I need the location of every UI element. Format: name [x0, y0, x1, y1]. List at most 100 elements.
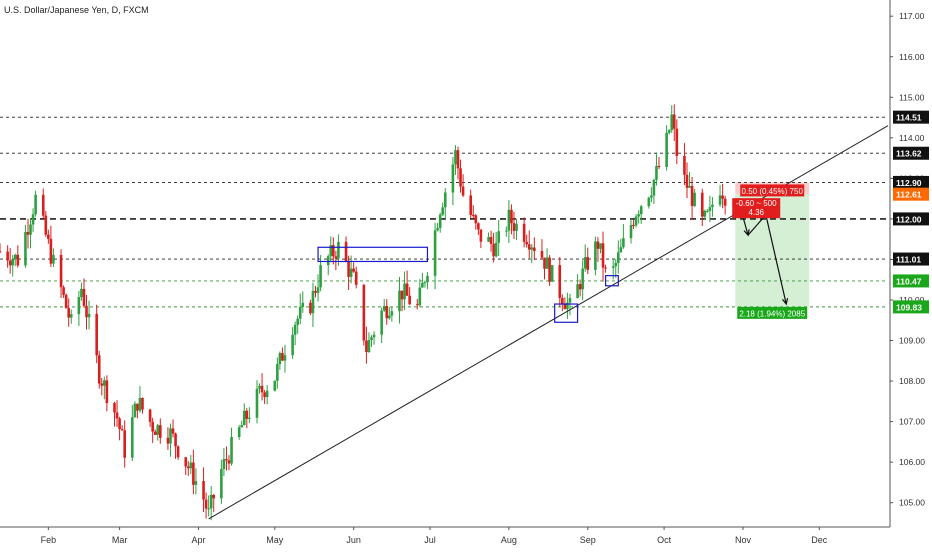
candle-body	[545, 257, 549, 269]
candle-body	[174, 433, 177, 447]
candle-body	[367, 340, 371, 353]
candle-body	[527, 244, 531, 250]
candle-body	[293, 324, 297, 335]
candle-body	[184, 457, 188, 467]
candle-body	[400, 290, 404, 300]
drawings: 0.50 (0.45%) 750 2.18 (1.94%) 2085 -0.60 ~…	[208, 125, 889, 520]
candle-body	[614, 262, 618, 267]
x-tick-label: May	[266, 535, 284, 545]
candle-body	[314, 290, 317, 293]
candle-body	[194, 481, 198, 485]
candle-body	[207, 508, 210, 510]
y-tick-label: 114.00	[899, 133, 925, 143]
candle-body	[64, 294, 68, 309]
candle-body	[492, 243, 495, 257]
candle-body	[67, 308, 70, 318]
candle-body	[525, 241, 528, 245]
candle-body	[151, 421, 154, 432]
candle-body	[245, 410, 249, 419]
price-label-bg	[893, 175, 929, 189]
candle-body	[530, 247, 534, 250]
candle-body	[329, 245, 333, 257]
price-label-bg	[893, 212, 929, 226]
candle-body	[11, 259, 15, 266]
stop-info-label-text: 0.50 (0.45%) 750	[742, 187, 804, 196]
candle-body	[136, 403, 139, 411]
candle-body	[34, 194, 37, 215]
y-tick-label: 107.00	[899, 417, 925, 427]
candle-body	[138, 398, 142, 411]
price-label: 112.90	[896, 178, 922, 188]
candle-body	[31, 214, 35, 225]
price-label-bg	[893, 252, 929, 266]
x-tick-label: Jun	[346, 535, 361, 545]
candle-body	[456, 150, 460, 169]
candle-body	[59, 254, 63, 288]
y-tick-label: 109.00	[899, 336, 925, 346]
candle-body	[13, 254, 17, 260]
candle-body	[672, 114, 676, 129]
stop-info-label: 0.50 (0.45%) 750	[740, 184, 805, 197]
candle-body	[665, 132, 668, 167]
candle-body	[454, 150, 457, 165]
y-tick-label: 110.00	[899, 295, 925, 305]
candle-body	[441, 207, 445, 215]
candle-body	[77, 297, 81, 315]
candle-body	[596, 241, 600, 249]
projection-arrowhead	[743, 229, 750, 237]
candle-body	[6, 251, 9, 261]
price-label: 112.61	[896, 190, 922, 200]
target-info-label-bg	[737, 306, 808, 319]
projection-arrowhead	[782, 298, 789, 306]
y-tick-label: 108.00	[899, 376, 925, 386]
candle-body	[487, 237, 490, 242]
candle-body	[97, 355, 101, 384]
candle-body	[118, 418, 121, 430]
candle-body	[505, 230, 508, 232]
candle-body	[685, 174, 689, 188]
candle-body	[113, 403, 116, 413]
candle-body	[153, 431, 157, 435]
candle-body	[477, 223, 480, 230]
candle-body	[693, 192, 696, 207]
candle-body	[44, 215, 48, 235]
candle-body	[548, 257, 551, 282]
price-label-bg	[893, 146, 929, 160]
candle-body	[265, 390, 269, 398]
candle-body	[85, 305, 88, 318]
candle-body	[451, 164, 455, 193]
candle-body	[650, 195, 653, 198]
candle-body	[242, 410, 246, 426]
x-tick-label: Dec	[811, 535, 828, 545]
candle-body	[80, 288, 83, 298]
candle-body	[131, 417, 134, 458]
candle-body	[655, 165, 658, 180]
candle-body	[426, 275, 429, 283]
candle-body	[700, 192, 704, 217]
price-label: 110.47	[896, 276, 922, 286]
candle-body	[543, 257, 546, 269]
candle-body	[459, 168, 462, 187]
candle-body	[708, 207, 712, 211]
candle-body	[601, 243, 605, 268]
price-label-bg	[893, 187, 929, 201]
price-label: 111.01	[896, 255, 921, 265]
candle-body	[415, 304, 419, 306]
target-info-label-text: 2.18 (1.94%) 2085	[739, 309, 805, 318]
candle-body	[408, 295, 411, 305]
price-label-bg	[893, 300, 929, 314]
x-tick-label: Jul	[424, 535, 436, 545]
candle-body	[578, 284, 582, 290]
candle-body	[311, 290, 315, 314]
candle-body	[141, 398, 144, 410]
candle-body	[561, 297, 564, 305]
candle-body	[365, 340, 368, 353]
candle-body	[41, 194, 45, 216]
candle-body	[469, 195, 473, 215]
candle-body	[316, 287, 320, 293]
candle-body	[403, 283, 406, 300]
candle-body	[599, 243, 602, 249]
